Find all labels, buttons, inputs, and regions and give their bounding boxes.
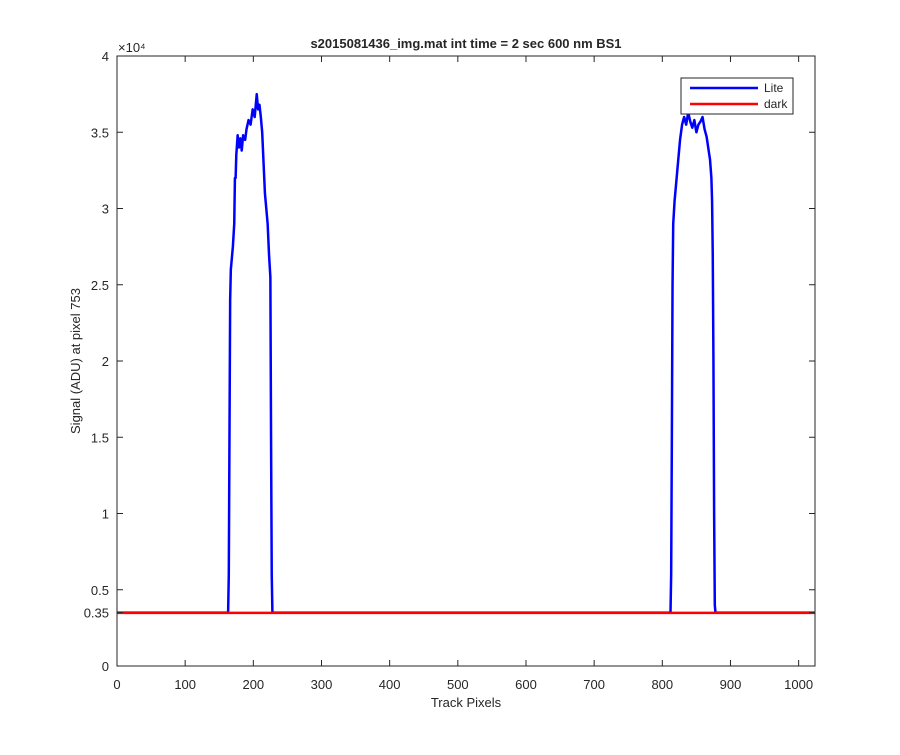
y-exponent-label: ×10⁴ [118, 40, 146, 55]
y-tick-label: 3 [102, 202, 109, 217]
series-line-lite [117, 92, 815, 614]
y-tick-label: 3.5 [91, 125, 109, 140]
x-tick-label: 600 [515, 677, 537, 692]
y-tick-label: 4 [102, 49, 109, 64]
legend-label-lite: Lite [764, 81, 784, 95]
x-tick-label: 700 [583, 677, 605, 692]
ticks-layer: 0 100 200 300 400 500 600 700 800 900 1000 0 0.35 0.5… [84, 49, 815, 692]
y-tick-label: 0.5 [91, 583, 109, 598]
plot-frame [116, 55, 816, 667]
y-tick-label: 1 [102, 507, 109, 522]
series-layer [117, 92, 815, 615]
x-tick-label: 500 [447, 677, 469, 692]
x-tick-label: 400 [379, 677, 401, 692]
legend-label-dark: dark [764, 97, 788, 111]
chart-title: s2015081436_img.mat int time = 2 sec 600… [310, 36, 621, 51]
y-tick-label: 0.35 [84, 606, 109, 621]
x-tick-label: 800 [651, 677, 673, 692]
plot-background [117, 56, 815, 666]
y-tick-label: 2 [102, 354, 109, 369]
x-tick-label: 100 [174, 677, 196, 692]
legend: Lite dark [680, 77, 794, 115]
y-tick-label: 0 [102, 659, 109, 674]
x-tick-label: 1000 [784, 677, 813, 692]
x-tick-label: 0 [113, 677, 120, 692]
x-tick-label: 900 [720, 677, 742, 692]
y-tick-label: 2.5 [91, 278, 109, 293]
x-tick-label: 300 [311, 677, 333, 692]
x-tick-label: 200 [242, 677, 264, 692]
legend-box [680, 77, 794, 115]
x-axis-label: Track Pixels [431, 695, 502, 710]
y-tick-label: 1.5 [91, 430, 109, 445]
y-axis-label: Signal (ADU) at pixel 753 [68, 288, 83, 434]
